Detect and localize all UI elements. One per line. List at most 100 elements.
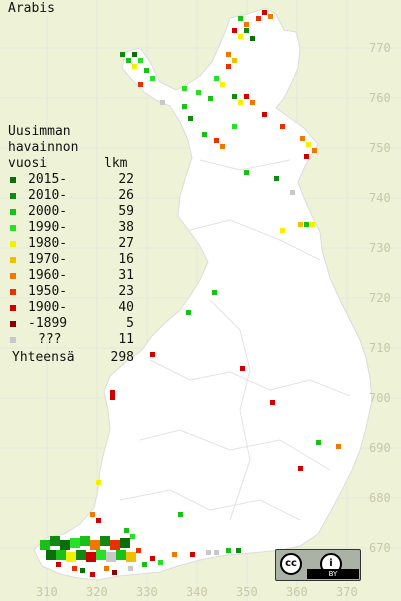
legend-item-label: 1950-	[28, 284, 68, 299]
obs-square	[96, 480, 101, 485]
x-axis-label: 340	[186, 585, 208, 599]
obs-square	[236, 548, 241, 553]
obs-square	[280, 228, 285, 233]
obs-square	[150, 76, 155, 81]
legend-heading-year: vuosi	[8, 156, 48, 171]
legend-item-count: 23	[118, 284, 134, 299]
obs-square	[250, 36, 255, 41]
obs-square	[232, 124, 237, 129]
observation-squares	[40, 10, 341, 577]
legend-item: 2010- 26	[8, 188, 134, 204]
legend-item-count: 16	[118, 252, 134, 267]
province-boundaries	[119, 159, 351, 521]
legend-item-count: 5	[126, 316, 134, 331]
obs-square	[182, 86, 187, 91]
x-axis-label: 360	[286, 585, 308, 599]
obs-square	[132, 52, 137, 57]
obs-square	[126, 552, 136, 562]
obs-square	[96, 518, 101, 523]
obs-square	[100, 536, 110, 546]
legend-item-label: 1900-	[28, 300, 68, 315]
obs-square	[262, 10, 267, 15]
legend-item: -1899 5	[8, 316, 134, 332]
obs-square	[226, 548, 231, 553]
legend-item-label: 1990-	[28, 220, 68, 235]
x-axis-label: 350	[236, 585, 258, 599]
legend-swatch	[10, 177, 16, 183]
obs-square	[106, 552, 116, 562]
obs-square	[312, 148, 317, 153]
y-axis-label: 730	[369, 241, 391, 255]
legend-swatch	[10, 193, 16, 199]
obs-square	[262, 112, 267, 117]
map-title: Arabis	[8, 1, 55, 16]
obs-square	[226, 52, 231, 57]
obs-square	[56, 550, 66, 560]
obs-square	[304, 222, 309, 227]
obs-square	[280, 124, 285, 129]
obs-square	[304, 154, 309, 159]
obs-square	[86, 552, 96, 562]
obs-square	[120, 538, 130, 548]
obs-square	[244, 170, 249, 175]
obs-square	[96, 550, 106, 560]
legend-swatch	[10, 241, 16, 247]
obs-square	[298, 466, 303, 471]
legend-swatch	[10, 257, 16, 263]
legend-item-label: 2015-	[28, 172, 68, 187]
obs-square	[188, 116, 193, 121]
obs-square	[80, 568, 85, 573]
legend-swatch	[10, 273, 16, 279]
obs-square	[208, 96, 213, 101]
y-axis-label: 710	[369, 341, 391, 355]
obs-square	[104, 566, 109, 571]
y-axis-label: 670	[369, 541, 391, 555]
obs-square	[178, 512, 183, 517]
obs-square	[136, 548, 141, 553]
x-axis-label: 330	[136, 585, 158, 599]
legend-item: 1990- 38	[8, 220, 134, 236]
obs-square	[300, 136, 305, 141]
obs-square	[112, 570, 117, 575]
legend-heading-count: lkm	[104, 156, 128, 171]
legend-item: ??? 11	[8, 332, 134, 348]
obs-square	[172, 552, 177, 557]
y-axis-label: 690	[369, 441, 391, 455]
legend: Uusimman havainnon vuosi lkm 2015- 22 2010…	[8, 124, 134, 366]
obs-square	[90, 572, 95, 577]
obs-square	[310, 222, 315, 227]
obs-square	[238, 34, 243, 39]
obs-square	[244, 28, 249, 33]
obs-square	[150, 352, 155, 357]
obs-square	[60, 540, 70, 550]
obs-square	[90, 540, 100, 550]
obs-square	[290, 190, 295, 195]
obs-square	[142, 562, 147, 567]
obs-square	[46, 550, 56, 560]
obs-square	[274, 176, 279, 181]
obs-square	[214, 550, 219, 555]
legend-item-count: 31	[118, 268, 134, 283]
obs-square	[138, 58, 143, 63]
legend-total-count: 298	[110, 350, 134, 365]
obs-square	[256, 16, 261, 21]
obs-square	[268, 14, 273, 19]
y-axis-label: 680	[369, 491, 391, 505]
y-axis-label: 700	[369, 391, 391, 405]
legend-swatch	[10, 209, 16, 215]
obs-square	[244, 22, 249, 27]
cc-icon: cc	[280, 553, 302, 575]
legend-item: 1960- 31	[8, 268, 134, 284]
finland-outline	[33, 7, 373, 581]
obs-square	[206, 550, 211, 555]
obs-square	[190, 552, 195, 557]
obs-square	[270, 400, 275, 405]
legend-item-label: ???	[38, 332, 62, 347]
obs-square	[220, 82, 225, 87]
cc-by-license-badge[interactable]: cc i BY	[275, 549, 361, 581]
obs-square	[232, 94, 237, 99]
obs-square	[212, 290, 217, 295]
obs-square	[128, 566, 133, 571]
obs-square	[240, 366, 245, 371]
